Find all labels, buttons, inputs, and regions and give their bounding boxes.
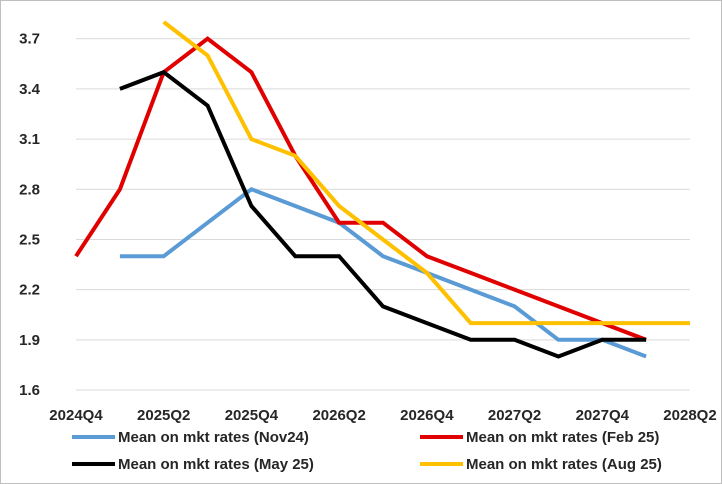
legend-label: Mean on mkt rates (Feb 25) (466, 429, 659, 446)
y-tick-label: 1.9 (19, 332, 40, 349)
y-tick-label: 3.7 (19, 31, 40, 48)
x-tick-label: 2026Q4 (400, 407, 454, 424)
x-tick-label: 2027Q2 (488, 407, 541, 424)
y-tick-label: 2.5 (19, 231, 40, 248)
x-tick-label: 2026Q2 (312, 407, 365, 424)
series-lines (74, 20, 690, 359)
legend-label: Mean on mkt rates (Nov24) (118, 429, 309, 446)
y-axis-ticks: 1.6 1.9 2.2 2.5 2.8 3.1 3.4 3.7 (19, 31, 41, 399)
y-tick-label: 3.1 (19, 131, 40, 148)
legend-label: Mean on mkt rates (Aug 25) (466, 456, 662, 473)
legend: Mean on mkt rates (Nov24) Mean on mkt rat… (72, 429, 662, 473)
series-line-1 (119, 187, 647, 359)
x-tick-label: 2025Q2 (137, 407, 190, 424)
x-tick-label: 2028Q2 (663, 407, 716, 424)
series-line-3 (119, 69, 647, 359)
y-tick-label: 2.2 (19, 282, 40, 299)
x-tick-label: 2024Q4 (49, 407, 103, 424)
x-tick-label: 2027Q4 (576, 407, 630, 424)
legend-label: Mean on mkt rates (May 25) (118, 456, 314, 473)
gridlines (76, 38, 690, 391)
x-axis-ticks: 2024Q4 2025Q2 2025Q4 2026Q2 2026Q4 2027Q2 2027… (49, 407, 716, 424)
series-line-4 (162, 20, 690, 326)
x-tick-label: 2025Q4 (225, 407, 279, 424)
y-tick-label: 3.4 (19, 81, 41, 98)
y-tick-label: 1.6 (19, 382, 40, 399)
y-tick-label: 2.8 (19, 181, 40, 198)
